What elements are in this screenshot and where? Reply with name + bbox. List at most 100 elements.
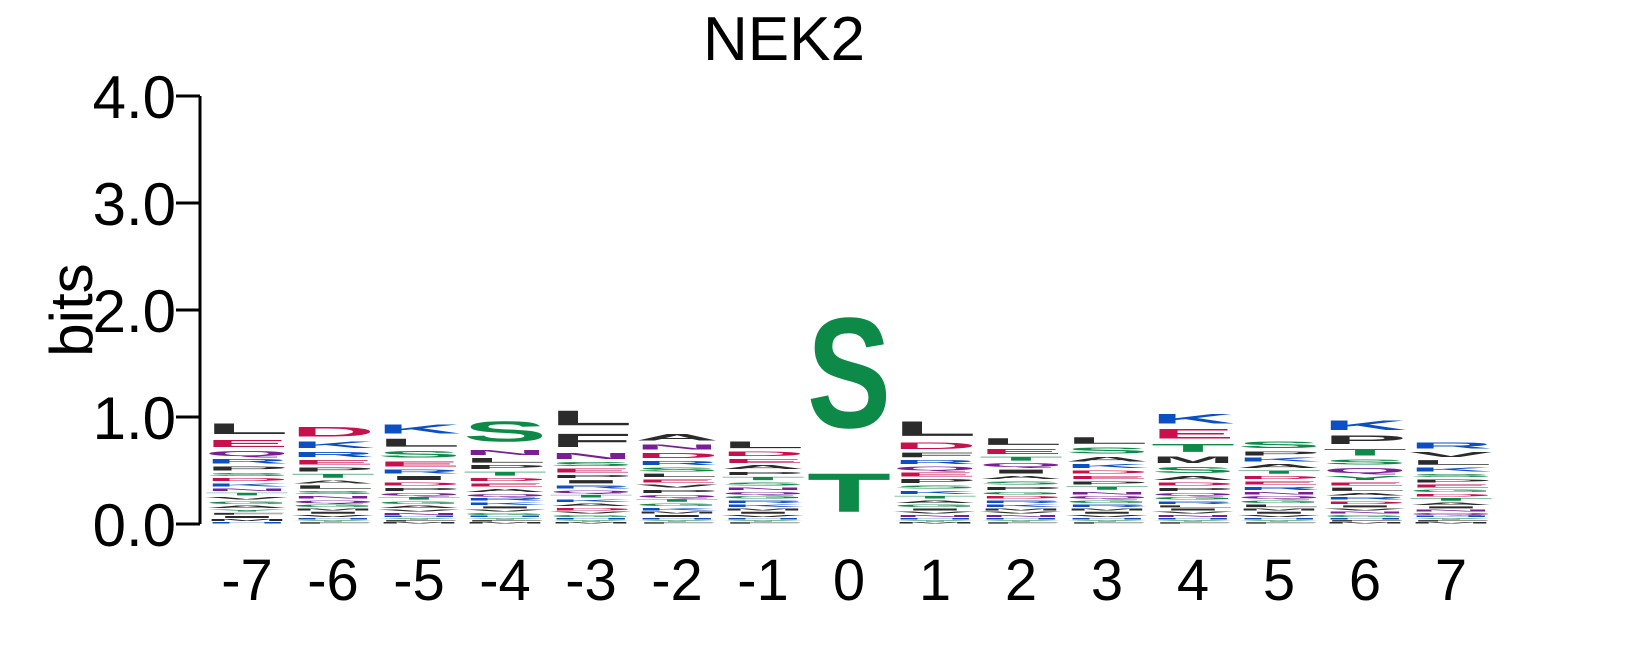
logo-letter: S bbox=[1151, 465, 1235, 475]
logo-letter: K bbox=[1151, 412, 1235, 427]
logo-letter-glyph: N bbox=[1409, 509, 1493, 512]
logo-letter-glyph: G bbox=[549, 514, 633, 517]
logo-letter: Q bbox=[1323, 466, 1407, 474]
logo-letter: R bbox=[1409, 441, 1493, 451]
logo-letter-glyph: D bbox=[377, 481, 461, 486]
logo-letter-glyph: S bbox=[807, 286, 891, 462]
logo-letter: M bbox=[549, 522, 633, 524]
logo-letter: G bbox=[1323, 514, 1407, 517]
logo-letter-glyph: F bbox=[979, 522, 1063, 524]
logo-letter-glyph: P bbox=[377, 487, 461, 492]
logo-letter-glyph: N bbox=[721, 487, 805, 491]
logo-letter: H bbox=[291, 518, 375, 520]
logo-letter: E bbox=[549, 467, 633, 473]
logo-letter: A bbox=[1065, 456, 1149, 463]
logo-letter: K bbox=[377, 422, 461, 436]
logo-letter-glyph: K bbox=[1237, 457, 1321, 463]
logo-letter: T bbox=[291, 473, 375, 479]
logo-letter-glyph: T bbox=[291, 473, 375, 479]
logo-letter: N bbox=[205, 488, 289, 492]
logo-letter-glyph: D bbox=[463, 477, 547, 482]
logo-letter: A bbox=[1409, 502, 1493, 506]
logo-letter-glyph: S bbox=[1151, 465, 1235, 475]
logo-letter: P bbox=[1237, 450, 1321, 456]
logo-letter: A bbox=[549, 503, 633, 507]
logo-letter: Y bbox=[979, 520, 1063, 522]
logo-letter-glyph: A bbox=[1237, 463, 1321, 469]
logo-letter: Y bbox=[1065, 520, 1149, 522]
logo-letter: R bbox=[893, 459, 977, 465]
logo-letter: I bbox=[635, 514, 719, 517]
logo-letter-glyph: E bbox=[463, 482, 547, 487]
logo-letter: Q bbox=[291, 499, 375, 503]
logo-letter-glyph: A bbox=[549, 503, 633, 507]
logo-letter: M bbox=[893, 522, 977, 524]
logo-letter-glyph: T bbox=[1409, 497, 1493, 501]
logo-letter-glyph: I bbox=[1237, 511, 1321, 514]
letter-stacks: HMIFYAGVTNKDSPRQELFYHVIMGQNSLATPERKDMFYH… bbox=[205, 286, 1493, 524]
y-tick-label: 0.0 bbox=[93, 492, 176, 559]
logo-letter: D bbox=[635, 451, 719, 460]
logo-letter-glyph: I bbox=[549, 479, 633, 484]
logo-letter-glyph: Q bbox=[377, 492, 461, 496]
logo-letter-glyph: F bbox=[463, 520, 547, 522]
logo-letter: K bbox=[979, 504, 1063, 508]
logo-letter-glyph: D bbox=[549, 507, 633, 511]
logo-letter: F bbox=[635, 522, 719, 524]
logo-letter: T bbox=[1323, 447, 1407, 458]
logo-letter-glyph: Y bbox=[1237, 520, 1321, 522]
logo-letter-glyph: S bbox=[1065, 446, 1149, 456]
logo-letter-glyph: D bbox=[635, 451, 719, 460]
logo-letter: F bbox=[291, 522, 375, 524]
logo-letter: Y bbox=[1151, 520, 1235, 522]
logo-letter: V bbox=[1237, 514, 1321, 517]
logo-letter: E bbox=[463, 482, 547, 487]
logo-letter: A bbox=[1237, 463, 1321, 469]
logo-letter: L bbox=[635, 473, 719, 478]
logo-letter-glyph: T bbox=[205, 492, 289, 496]
logo-letter: A bbox=[377, 505, 461, 509]
logo-letter-glyph: G bbox=[721, 495, 805, 499]
logo-letter: R bbox=[635, 460, 719, 466]
logo-letter-glyph: Y bbox=[635, 520, 719, 522]
logo-letter: F bbox=[1409, 520, 1493, 522]
logo-letter: G bbox=[1409, 489, 1493, 493]
logo-letter-glyph: R bbox=[979, 499, 1063, 503]
logo-letter-glyph: Q bbox=[1323, 466, 1407, 474]
logo-letter-glyph: M bbox=[1409, 522, 1493, 524]
logo-letter-glyph: G bbox=[291, 504, 375, 508]
logo-letter-glyph: H bbox=[549, 518, 633, 520]
logo-letter: S bbox=[463, 416, 547, 448]
logo-letter: Q bbox=[1065, 495, 1149, 499]
logo-letter-glyph: T bbox=[979, 455, 1063, 461]
logo-letter-glyph: T bbox=[635, 498, 719, 502]
logo-letter-glyph: M bbox=[893, 522, 977, 524]
logo-letter: L bbox=[549, 406, 633, 430]
logo-letter-glyph: N bbox=[1065, 491, 1149, 495]
logo-letter-glyph: P bbox=[291, 466, 375, 472]
logo-letter: L bbox=[291, 484, 375, 489]
logo-letter-glyph: L bbox=[1237, 504, 1321, 508]
logo-letter: D bbox=[1323, 501, 1407, 505]
logo-letter-glyph: Q bbox=[1409, 512, 1493, 515]
logo-letter: R bbox=[1237, 485, 1321, 490]
logo-letter: Q bbox=[721, 491, 805, 495]
logo-letter-glyph: I bbox=[205, 515, 289, 518]
logo-letter: Y bbox=[463, 518, 547, 520]
logo-letter: M bbox=[1409, 522, 1493, 524]
logo-letter-glyph: T bbox=[377, 496, 461, 500]
logo-letter: G bbox=[1065, 499, 1149, 503]
logo-letter-glyph: E bbox=[1237, 480, 1321, 485]
logo-letter-glyph: D bbox=[1237, 475, 1321, 480]
logo-letter-glyph: I bbox=[979, 468, 1063, 474]
logo-letter-glyph: A bbox=[463, 488, 547, 493]
logo-letter-glyph: E bbox=[1323, 481, 1407, 486]
logo-letter: E bbox=[1237, 480, 1321, 485]
logo-letter: V bbox=[205, 496, 289, 500]
logo-letter: Q bbox=[205, 449, 289, 457]
logo-letter: H bbox=[205, 522, 289, 524]
logo-letter-glyph: P bbox=[1409, 478, 1493, 483]
logo-letter-glyph: P bbox=[1151, 487, 1235, 492]
logo-letter: F bbox=[979, 522, 1063, 524]
logo-letter-glyph: K bbox=[893, 490, 977, 495]
